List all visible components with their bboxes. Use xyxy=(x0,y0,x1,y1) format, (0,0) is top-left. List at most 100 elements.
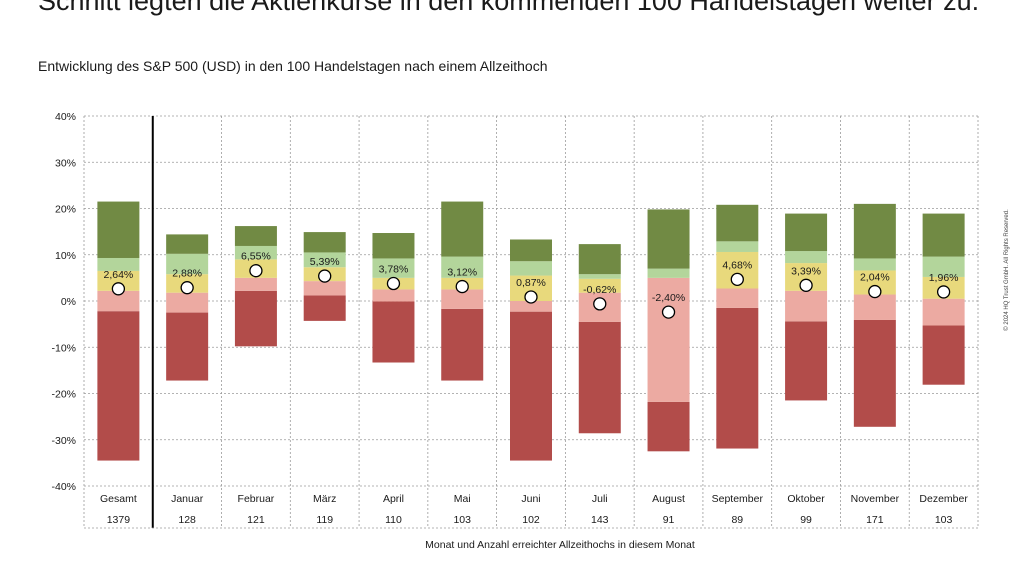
y-tick-label: -30% xyxy=(51,435,76,447)
count-label: 119 xyxy=(316,514,333,526)
y-tick-label: 30% xyxy=(55,157,76,169)
labels-layer: 40% 30% 20% 10% 0% -10% -20% -30% -40% 2,64% Gesam… xyxy=(51,111,968,526)
bar-segment-dark-red xyxy=(166,312,209,381)
bar-segment-dark-green xyxy=(716,204,759,242)
bar-segment-dark-green xyxy=(922,213,965,257)
bar-segment-light-green xyxy=(578,274,621,279)
x-tick-label: Januar xyxy=(171,493,204,505)
bar-segment-dark-green xyxy=(785,213,828,252)
count-label: 89 xyxy=(731,514,743,526)
headline: Schnitt legten die Aktienkurse in den ko… xyxy=(38,0,980,16)
count-label: 99 xyxy=(800,514,812,526)
bar-segment-pink xyxy=(97,290,140,312)
average-marker xyxy=(318,269,332,283)
average-label: 1,96% xyxy=(929,272,959,284)
average-label: -2,40% xyxy=(652,292,685,304)
bar-segment-light-green xyxy=(922,256,965,277)
markers-layer xyxy=(111,264,951,319)
bar-segment-pink xyxy=(166,292,209,313)
x-tick-label: Juli xyxy=(592,493,608,505)
x-tick-label: Februar xyxy=(238,493,275,505)
bar-segment-light-green xyxy=(716,241,759,252)
bar-segment-light-green xyxy=(441,256,484,278)
bar-segment-light-green xyxy=(234,245,277,260)
bar-segment-pink xyxy=(510,301,552,312)
x-axis-title: Monat und Anzahl erreichter Allzeithochs… xyxy=(425,539,695,551)
y-tick-label: 10% xyxy=(55,250,76,262)
bar-segment-dark-green xyxy=(441,201,484,257)
bar-segment-light-green xyxy=(853,258,896,271)
bar-segment-dark-green xyxy=(372,233,415,259)
y-tick-label: 0% xyxy=(61,296,76,308)
bar-segment-dark-red xyxy=(922,325,965,385)
average-label: 2,88% xyxy=(172,268,202,280)
average-marker xyxy=(524,290,538,304)
count-label: 143 xyxy=(591,514,609,526)
bar-segment-pink xyxy=(303,281,346,296)
average-marker xyxy=(455,279,469,294)
bars-layer xyxy=(97,201,965,461)
bar-segment-dark-red xyxy=(578,321,621,434)
bar-segment-pink xyxy=(716,288,759,308)
x-tick-label: Mai xyxy=(454,493,471,505)
x-tick-label: April xyxy=(383,493,404,505)
y-tick-label: -40% xyxy=(51,481,76,493)
bar-segment-pink xyxy=(785,290,828,322)
average-marker xyxy=(593,297,607,311)
count-label: 102 xyxy=(522,514,540,526)
y-tick-label: -10% xyxy=(51,342,76,354)
bar-segment-dark-green xyxy=(97,201,140,258)
y-tick-label: 20% xyxy=(55,204,76,216)
average-label: 3,12% xyxy=(447,267,477,279)
average-label: 3,39% xyxy=(791,265,821,277)
count-label: 1379 xyxy=(107,514,131,526)
bar-segment-pink xyxy=(922,298,965,326)
x-tick-label: November xyxy=(851,493,900,505)
bar-segment-dark-red xyxy=(372,301,415,363)
x-tick-label: Oktober xyxy=(787,493,825,505)
count-label: 128 xyxy=(178,514,196,526)
x-tick-label: März xyxy=(313,493,336,505)
count-label: 121 xyxy=(247,514,265,526)
x-tick-label: Gesamt xyxy=(100,493,137,505)
bar-segment-light-green xyxy=(372,258,415,278)
bar-segment-dark-red xyxy=(441,308,484,381)
count-label: 103 xyxy=(935,514,953,526)
bar-segment-light-green xyxy=(785,251,828,264)
bar-segment-dark-green xyxy=(647,209,690,269)
y-tick-label: -20% xyxy=(51,389,76,401)
average-label: 0,87% xyxy=(516,277,546,289)
bar-segment-pink xyxy=(647,277,690,402)
bar-segment-dark-green xyxy=(166,234,209,254)
grid-layer xyxy=(83,115,979,529)
count-label: 91 xyxy=(663,514,675,526)
bar-segment-light-green xyxy=(303,252,346,268)
bar-segment-dark-red xyxy=(853,319,896,427)
bar-segment-dark-green xyxy=(303,232,346,253)
x-tick-label: September xyxy=(712,493,764,505)
bar-segment-dark-red xyxy=(716,307,759,449)
x-tick-label: Juni xyxy=(521,493,540,505)
bar-segment-light-green xyxy=(647,268,690,278)
bar-segment-light-green xyxy=(510,261,552,276)
bar-segment-dark-red xyxy=(234,290,277,347)
average-label: 2,64% xyxy=(103,269,133,281)
average-label: 3,78% xyxy=(379,264,409,276)
bar-segment-dark-green xyxy=(853,203,896,259)
average-marker xyxy=(730,272,744,287)
bar-segment-yellow xyxy=(578,278,621,293)
bar-segment-light-green xyxy=(97,257,140,271)
bar-segment-dark-red xyxy=(510,311,552,461)
average-label: 4,68% xyxy=(722,259,752,271)
average-marker xyxy=(936,285,951,299)
average-marker xyxy=(249,264,263,278)
x-tick-label: Dezember xyxy=(919,493,968,505)
bar-segment-light-green xyxy=(166,253,209,275)
average-label: -0,62% xyxy=(583,284,616,296)
bar-segment-pink xyxy=(372,289,415,302)
bar-segment-pink xyxy=(234,277,277,291)
bar-segment-pink xyxy=(441,289,484,309)
bar-segment-dark-green xyxy=(578,244,621,275)
bar-segment-yellow xyxy=(97,270,140,291)
